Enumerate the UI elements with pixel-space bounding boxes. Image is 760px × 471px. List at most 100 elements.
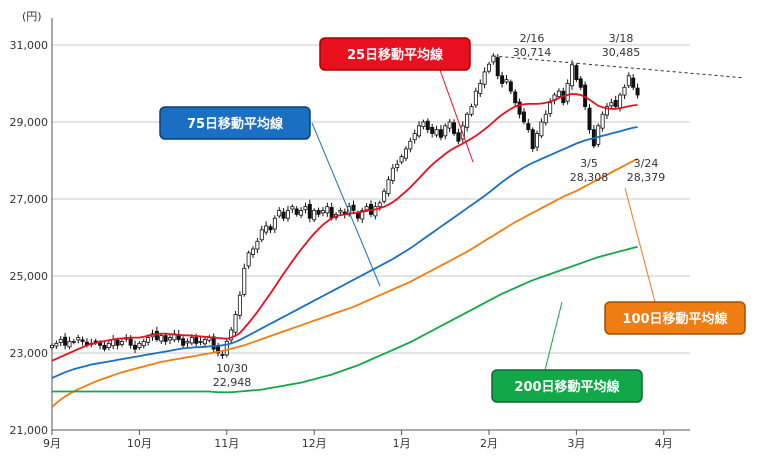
candle-body [294, 208, 299, 215]
candle-body [312, 210, 317, 221]
candle-body [604, 106, 609, 116]
candle-body [412, 133, 417, 141]
candle-body [58, 339, 63, 343]
ma-line [51, 92, 638, 362]
candle-body [517, 101, 522, 115]
annotation-value: 22,948 [213, 376, 252, 389]
candle-body [115, 339, 120, 346]
candle-body [98, 342, 103, 346]
candle-body [382, 190, 387, 202]
candle-body [417, 125, 422, 137]
candle-body [364, 206, 369, 211]
candle-body [67, 341, 72, 348]
candle-body [565, 83, 570, 102]
x-tick-label: 3月 [567, 437, 585, 450]
legend-callouts: 25日移動平均線 75日移動平均線 100日移動平均線 200日移動平均線 [159, 37, 746, 403]
candle-body [246, 252, 251, 267]
candle-body [71, 341, 76, 343]
candle-body [631, 77, 636, 88]
candle-body [578, 78, 583, 88]
candle-body [613, 100, 618, 107]
callout-box-ma75 [159, 106, 311, 140]
candle-body [329, 207, 334, 219]
y-tick-label: 21,000 [10, 424, 49, 437]
candle-body [202, 339, 207, 345]
candle-body [264, 225, 269, 233]
y-tick-label: 25,000 [10, 270, 49, 283]
callout-box-ma200 [491, 369, 643, 403]
candle-body [50, 344, 55, 349]
candle-body [185, 341, 190, 344]
x-tick-label: 4月 [655, 437, 673, 450]
candle-body [137, 342, 142, 348]
x-tick-label: 10月 [127, 437, 152, 450]
candle-body [299, 210, 304, 216]
candle-body [360, 210, 365, 220]
candle-body [216, 346, 221, 354]
candle-body [307, 203, 312, 219]
candle-body [478, 83, 483, 94]
x-tick-label: 9月 [43, 437, 61, 450]
candle-body [163, 335, 168, 342]
x-tick-label: 1月 [393, 437, 411, 450]
candle-body [290, 206, 295, 210]
candle-body [351, 204, 356, 211]
annotation-date: 10/30 [216, 362, 248, 375]
candle-body [268, 226, 273, 231]
x-tick-label: 12月 [302, 437, 327, 450]
callout-text-ma25: 25日移動平均線 [347, 47, 444, 63]
candle-body [167, 337, 172, 341]
candle-body [408, 140, 413, 150]
callout-pointer-ma100 [624, 187, 656, 303]
callout-pointer-ma200 [544, 301, 563, 371]
candle-body [596, 125, 601, 145]
candle-body [486, 63, 491, 72]
candle-body [635, 87, 640, 96]
callout-pointer-ma75 [311, 122, 381, 287]
candle-body [181, 338, 186, 346]
candle-body [281, 211, 286, 219]
candle-body [399, 156, 404, 163]
candle-body [395, 163, 400, 168]
candle-body [159, 335, 164, 342]
annotation-value: 28,308 [570, 171, 609, 184]
candle-body [482, 71, 487, 85]
candle-body [626, 75, 631, 87]
candle-body [456, 132, 461, 142]
candle-body [443, 125, 448, 137]
candle-body [54, 342, 59, 347]
candle-body [513, 91, 518, 104]
candle-body [277, 210, 282, 217]
candle-body [535, 133, 540, 148]
y-tick-label: 29,000 [10, 116, 49, 129]
candle-body [386, 179, 391, 194]
y-axis-label: (円) [22, 10, 42, 23]
ma-line [51, 126, 638, 379]
candle-body [316, 210, 321, 215]
candle-body [622, 86, 627, 96]
ma-line [52, 245, 638, 394]
candle-body [495, 57, 500, 77]
candle-body [452, 122, 457, 134]
candle-body [119, 341, 124, 345]
candle-body [320, 210, 325, 214]
moving-average-lines [51, 92, 638, 408]
callout-pointer-ma25 [439, 69, 474, 163]
candle-body [530, 129, 535, 150]
candle-body [146, 337, 151, 343]
annotation-value: 30,714 [513, 46, 552, 59]
candle-body [76, 337, 81, 341]
callout-box-ma100 [604, 301, 746, 335]
candle-body [63, 336, 68, 346]
candle-body [574, 65, 579, 81]
candle-body [233, 314, 238, 333]
y-tick-label: 31,000 [10, 39, 49, 52]
candle-body [500, 75, 505, 84]
candle-body [430, 126, 435, 134]
candle-body [548, 102, 553, 114]
candle-body [447, 121, 452, 129]
candle-body [303, 206, 308, 211]
candle-body [469, 106, 474, 115]
